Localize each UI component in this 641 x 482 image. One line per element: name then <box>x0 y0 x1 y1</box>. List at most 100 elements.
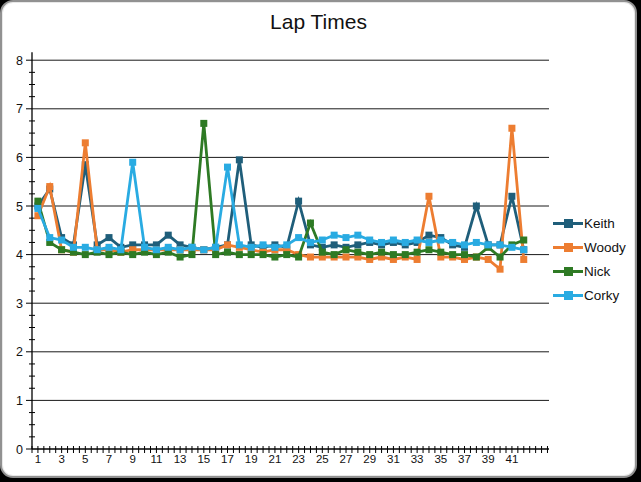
data-point <box>449 239 456 246</box>
woody-series-marker-icon <box>553 243 583 252</box>
legend-label: Woody <box>584 239 626 256</box>
x-tick-label: 39 <box>482 453 495 465</box>
data-point <box>331 232 338 239</box>
data-point <box>165 232 172 239</box>
data-point <box>177 254 184 261</box>
data-point <box>295 198 302 205</box>
data-point <box>46 183 53 190</box>
y-tick-label: 2 <box>16 345 23 359</box>
data-point <box>188 251 195 258</box>
data-point <box>520 237 527 244</box>
data-point <box>378 249 385 256</box>
data-point <box>106 244 113 251</box>
data-point <box>212 244 219 251</box>
data-point <box>70 244 77 251</box>
nick-series-marker-icon <box>553 267 583 276</box>
y-tick-label: 8 <box>16 54 23 68</box>
series-keith <box>34 156 527 253</box>
data-point <box>141 244 148 251</box>
data-point <box>106 234 113 241</box>
x-tick-label: 23 <box>292 453 305 465</box>
legend-label: Nick <box>584 263 610 280</box>
data-point <box>378 239 385 246</box>
data-point <box>177 246 184 253</box>
data-point <box>188 244 195 251</box>
data-point <box>354 249 361 256</box>
y-tick-label: 0 <box>16 443 23 457</box>
data-point <box>449 251 456 258</box>
data-point <box>260 241 267 248</box>
x-tick-label: 41 <box>506 453 519 465</box>
x-tick-label: 17 <box>221 453 234 465</box>
data-point <box>200 246 207 253</box>
data-point <box>307 254 314 261</box>
data-point <box>485 241 492 248</box>
data-point <box>271 254 278 261</box>
data-point <box>295 234 302 241</box>
data-point <box>319 249 326 256</box>
data-point <box>129 159 136 166</box>
data-point <box>390 251 397 258</box>
data-point <box>117 246 124 253</box>
x-tick-label: 37 <box>458 453 471 465</box>
x-tick-label: 19 <box>245 453 258 465</box>
data-point <box>307 239 314 246</box>
data-point <box>461 251 468 258</box>
data-point <box>46 234 53 241</box>
y-tick-label: 6 <box>16 151 23 165</box>
data-point <box>425 239 432 246</box>
legend-label: Keith <box>584 215 615 232</box>
data-point <box>473 254 480 261</box>
y-tick-label: 1 <box>16 394 23 408</box>
x-tick-label: 3 <box>58 453 64 465</box>
data-point <box>414 249 421 256</box>
data-point <box>224 249 231 256</box>
data-point <box>437 237 444 244</box>
data-point <box>473 239 480 246</box>
data-point <box>58 246 65 253</box>
legend-item-keith: Keith <box>553 215 637 232</box>
x-tick-label: 13 <box>174 453 187 465</box>
data-point <box>236 241 243 248</box>
legend-item-nick: Nick <box>553 263 637 280</box>
lap-times-chart: 0123456781357911131517192123252729313335… <box>2 2 637 478</box>
data-point <box>508 244 515 251</box>
data-point <box>82 244 89 251</box>
data-point <box>402 239 409 246</box>
legend-item-woody: Woody <box>553 239 637 256</box>
x-tick-label: 31 <box>387 453 400 465</box>
data-point <box>461 241 468 248</box>
legend-label: Corky <box>584 287 619 304</box>
x-tick-label: 7 <box>106 453 112 465</box>
x-tick-label: 33 <box>411 453 424 465</box>
data-point <box>497 241 504 248</box>
data-point <box>200 120 207 127</box>
data-point <box>94 246 101 253</box>
data-point <box>34 205 41 212</box>
x-tick-label: 29 <box>363 453 376 465</box>
data-point <box>260 251 267 258</box>
y-tick-label: 4 <box>16 248 23 262</box>
chart-window: Lap Times 012345678135791113151719212325… <box>0 0 637 478</box>
data-point <box>343 246 350 253</box>
x-tick-label: 15 <box>197 453 210 465</box>
data-point <box>520 256 527 263</box>
data-point <box>283 241 290 248</box>
data-point <box>414 256 421 263</box>
data-point <box>58 237 65 244</box>
data-point <box>331 251 338 258</box>
x-tick-label: 21 <box>269 453 282 465</box>
data-point <box>295 254 302 261</box>
data-point <box>331 241 338 248</box>
x-tick-label: 27 <box>340 453 353 465</box>
data-point <box>343 234 350 241</box>
data-point <box>236 156 243 163</box>
data-point <box>508 193 515 200</box>
data-point <box>425 193 432 200</box>
data-point <box>283 251 290 258</box>
data-point <box>248 244 255 251</box>
data-point <box>153 246 160 253</box>
data-point <box>366 237 373 244</box>
data-point <box>366 251 373 258</box>
data-point <box>437 249 444 256</box>
